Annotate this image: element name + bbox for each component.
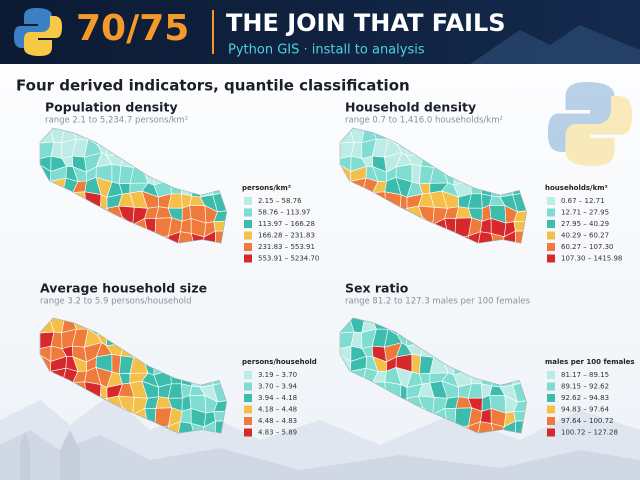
legend-swatch — [547, 394, 555, 402]
header-mountains — [470, 25, 640, 64]
district — [200, 420, 216, 434]
panel-subtitle: range 3.2 to 5.9 persons/household — [40, 297, 192, 307]
legend-swatch — [547, 417, 555, 425]
legend-swatch — [547, 371, 555, 379]
header-subtitle: Python GIS · install to analysis — [228, 43, 425, 58]
python-logo — [14, 8, 62, 56]
legend-label: 92.62 – 94.83 — [561, 394, 609, 402]
legend-swatch — [547, 405, 555, 414]
panel-title: Sex ratio — [345, 281, 409, 296]
legend-swatch — [244, 231, 252, 240]
legend-label: 40.29 – 60.27 — [561, 232, 609, 240]
panel-title: Population density — [45, 100, 178, 115]
header-title: THE JOIN THAT FAILS — [226, 9, 506, 37]
legend-swatch — [547, 197, 555, 205]
page-heading: Four derived indicators, quantile classi… — [16, 77, 410, 95]
legend-label: 81.17 – 89.15 — [561, 371, 609, 379]
legend-label: 94.83 – 97.64 — [561, 406, 610, 414]
legend-swatch — [244, 382, 252, 391]
legend-swatch — [547, 428, 555, 437]
legend-swatch — [244, 243, 252, 251]
country-outline — [39, 317, 227, 434]
legend-swatch — [244, 220, 252, 228]
legend-label: 113.97 – 166.28 — [258, 220, 315, 228]
python-watermark — [548, 82, 632, 166]
legend-label: 60.27 – 107.30 — [561, 243, 613, 251]
legend-label: 100.72 – 127.28 — [561, 429, 618, 437]
legend-label: 97.64 – 100.72 — [561, 417, 613, 425]
district — [213, 210, 227, 222]
district — [500, 420, 516, 434]
country-outline — [339, 127, 527, 244]
legend-swatch — [547, 208, 555, 217]
panel-subtitle: range 81.2 to 127.3 males per 100 female… — [345, 297, 531, 307]
legend-title: households/km² — [545, 184, 608, 192]
district — [477, 421, 496, 434]
legend-label: 231.83 – 553.91 — [258, 243, 315, 251]
legend-title: persons/km² — [242, 184, 291, 192]
legend-label: 166.28 – 231.83 — [258, 232, 315, 240]
panel-title: Household density — [345, 100, 476, 115]
district — [177, 231, 196, 244]
legend-swatch — [244, 371, 252, 379]
legend-swatch — [547, 220, 555, 228]
district — [200, 230, 216, 244]
district — [465, 421, 481, 434]
legend-label: 4.18 – 4.48 — [258, 406, 297, 414]
legend-label: 0.67 – 12.71 — [561, 197, 605, 205]
country-outline — [39, 127, 227, 244]
legend-swatch — [244, 208, 252, 217]
legend-label: 4.48 – 4.83 — [258, 417, 297, 425]
legend-label: 553.91 – 5234.70 — [258, 255, 319, 263]
legend-label: 3.94 – 4.18 — [258, 394, 297, 402]
legend-swatch — [244, 405, 252, 414]
divider — [212, 10, 214, 54]
district — [477, 231, 496, 244]
legend-label: 89.15 – 92.62 — [561, 383, 609, 391]
mountain-silhouette — [0, 395, 640, 480]
panel-title: Average household size — [40, 281, 207, 296]
legend-label: 2.15 – 58.76 — [258, 197, 302, 205]
country-outline — [339, 317, 527, 434]
legend-swatch — [244, 197, 252, 205]
legend-swatch — [547, 231, 555, 240]
legend-label: 3.70 – 3.94 — [258, 383, 298, 391]
district — [465, 231, 481, 244]
legend-swatch — [547, 243, 555, 251]
legend-label: 27.95 – 40.29 — [561, 220, 609, 228]
legend-swatch — [244, 394, 252, 402]
legend-swatch — [244, 254, 252, 263]
legend-label: 107.30 – 1415.98 — [561, 255, 622, 263]
district — [165, 231, 181, 244]
legend-label: 4.83 – 5.89 — [258, 429, 297, 437]
district — [513, 210, 527, 222]
badge: 70/75 — [76, 8, 189, 49]
district — [513, 400, 527, 412]
legend-swatch — [244, 428, 252, 437]
district — [213, 400, 227, 412]
panel-subtitle: range 0.7 to 1,416.0 households/km² — [345, 116, 503, 126]
legend-label: 58.76 – 113.97 — [258, 209, 310, 217]
legend-swatch — [244, 417, 252, 425]
legend-title: persons/household — [242, 358, 317, 366]
district — [165, 421, 181, 434]
panel-subtitle: range 2.1 to 5,234.7 persons/km² — [45, 116, 188, 126]
legend-swatch — [547, 382, 555, 391]
legend-label: 3.19 – 3.70 — [258, 371, 297, 379]
district — [500, 230, 516, 244]
legend-title: males per 100 females — [545, 358, 635, 366]
district — [177, 421, 196, 434]
legend-swatch — [547, 254, 555, 263]
legend-label: 12.71 – 27.95 — [561, 209, 609, 217]
